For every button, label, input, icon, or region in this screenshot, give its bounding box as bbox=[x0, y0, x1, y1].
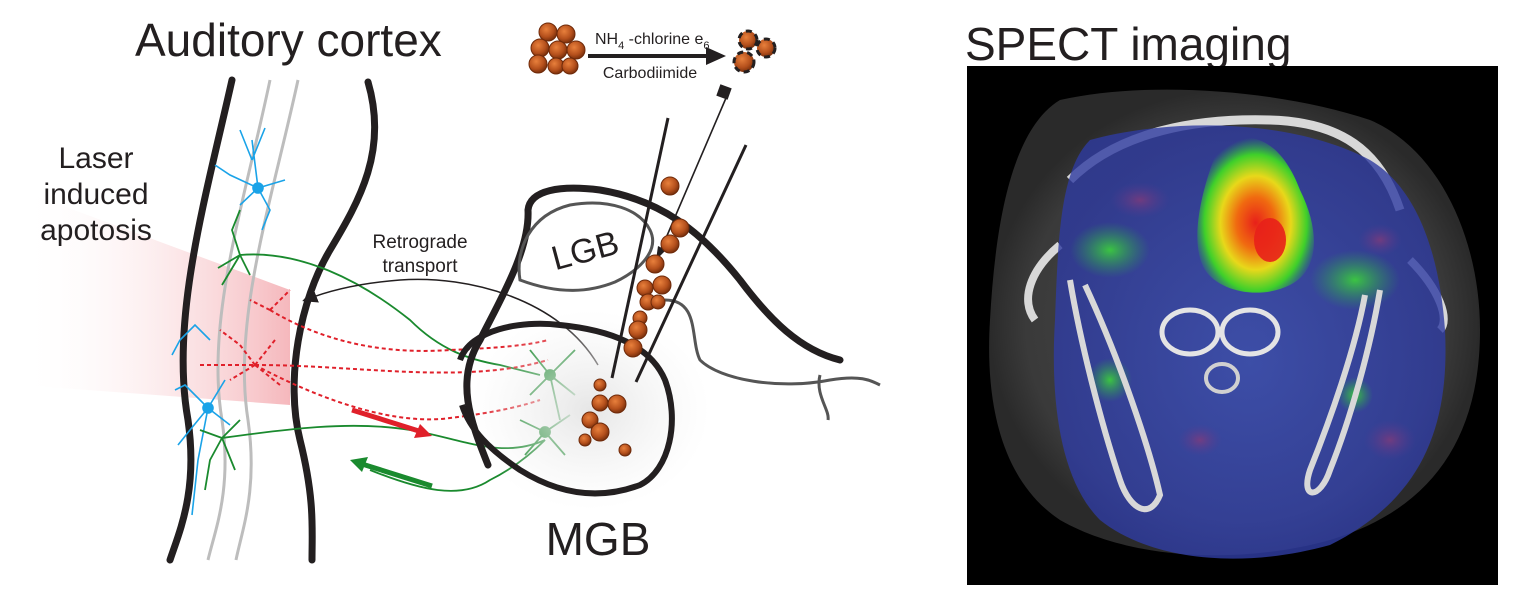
injection-needle bbox=[610, 117, 748, 383]
spect-low-blob bbox=[1110, 182, 1170, 218]
product-particles bbox=[732, 29, 777, 74]
nasal-cavity bbox=[1204, 362, 1240, 394]
reaction-scheme: NH4 -chlorine e6 Carbodiimide bbox=[528, 22, 777, 82]
spect-mid-blob bbox=[1070, 222, 1150, 278]
retrograde-label: Retrograde transport bbox=[372, 232, 467, 277]
brainstem-line-1 bbox=[664, 298, 881, 387]
mgb-outline bbox=[457, 320, 675, 497]
reactant-particles bbox=[528, 22, 586, 75]
mgb-label: MGB bbox=[546, 513, 651, 565]
spect-mid-blob bbox=[1310, 250, 1400, 310]
reaction-arrowhead bbox=[706, 47, 726, 65]
reaction-reagent: NH4 -chlorine e6 bbox=[595, 31, 710, 52]
auditory-cortex-title: Auditory cortex bbox=[135, 14, 442, 66]
retrograde-label-line2: transport bbox=[383, 256, 459, 277]
reaction-condition: Carbodiimide bbox=[603, 65, 697, 82]
spect-low-blob bbox=[1358, 224, 1402, 256]
orbit-left bbox=[1159, 307, 1221, 357]
skull-side-left bbox=[1024, 241, 1063, 323]
lgb-label: LGB bbox=[547, 224, 623, 278]
needle-pointer-tip bbox=[716, 84, 732, 100]
cortex-boundary-inner bbox=[290, 78, 379, 564]
spect-image bbox=[989, 89, 1480, 559]
lgb-outline bbox=[517, 201, 654, 292]
blue-neurons bbox=[171, 127, 286, 516]
laser-label-line3: apotosis bbox=[40, 214, 152, 247]
spect-low-blob bbox=[1178, 424, 1222, 456]
cortex-layer-line-2 bbox=[234, 79, 300, 561]
anterograde-arrowhead bbox=[414, 424, 432, 438]
retrograde-label-line1: Retrograde bbox=[372, 232, 467, 253]
spect-low-blob bbox=[1364, 420, 1416, 460]
thalamus-outline bbox=[463, 184, 844, 469]
cortex-layer-line-1 bbox=[206, 79, 272, 561]
cortex-diagram: Auditory cortex Laser induced apotosis bbox=[20, 14, 881, 565]
spect-hotspot bbox=[1197, 137, 1314, 293]
anterograde-arrow bbox=[351, 407, 423, 435]
jaw-right bbox=[1304, 289, 1383, 496]
spect-title: SPECT imaging bbox=[965, 18, 1291, 70]
laser-label-line1: Laser bbox=[58, 142, 133, 175]
cortex-boundary-outer bbox=[166, 76, 236, 564]
nanoparticles bbox=[578, 176, 690, 457]
retrograde-arrowhead-green bbox=[350, 457, 368, 472]
laser-beam bbox=[20, 190, 290, 405]
spect-panel: SPECT imaging bbox=[965, 18, 1498, 585]
spect-uptake-background bbox=[1053, 125, 1446, 559]
spect-hotspot-core bbox=[1254, 218, 1286, 262]
orbit-right bbox=[1219, 307, 1281, 357]
laser-label-line2: induced bbox=[43, 178, 148, 211]
laser-label: Laser induced apotosis bbox=[40, 142, 152, 247]
jaw-left bbox=[1067, 279, 1164, 512]
retrograde-arrow-green bbox=[361, 461, 433, 489]
brainstem-line-2 bbox=[817, 374, 830, 421]
